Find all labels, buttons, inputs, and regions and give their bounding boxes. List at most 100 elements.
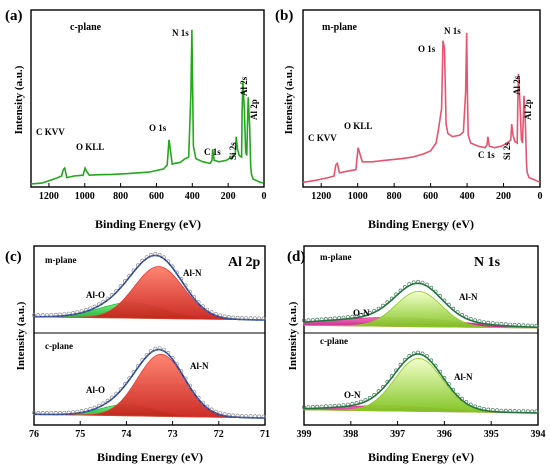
panel-c-top-data-point xyxy=(114,288,119,293)
panel-c-bottom-data-point xyxy=(244,414,249,419)
panel-c-bottom-data-point xyxy=(58,410,62,415)
panel-d-top-data-point xyxy=(446,302,451,307)
panel-b-frame xyxy=(302,9,541,188)
panel-d-bottom-data-point xyxy=(460,396,464,401)
panel-c-tick-label: 76 xyxy=(29,429,39,440)
panel-a-ylabel: Intensity (a.u.) xyxy=(13,65,25,134)
panel-d-bottom-data-point xyxy=(385,379,390,384)
panel-d-bottom-data-point xyxy=(508,408,513,413)
panel-d-bottom-data-point xyxy=(534,409,539,414)
panel-c-top-data-point xyxy=(40,313,45,318)
panel-d-bottom-aln-label: Al-N xyxy=(454,372,473,382)
panel-d-top-data-point xyxy=(302,318,306,323)
panel-c-top-data-point xyxy=(218,313,223,318)
panel-c-title: Al 2p xyxy=(228,255,261,270)
panel-c-top-data-point xyxy=(166,259,171,264)
panel-a-annotation-al2p: Al 2p xyxy=(249,99,259,120)
panel-b: (b) 1200 1000 800 600 400 200 0 m-plane Intens… xyxy=(275,8,543,231)
panel-c-top-data-point xyxy=(257,316,262,321)
panel-c-top-data-point xyxy=(53,312,58,317)
panel-a-spectrum xyxy=(30,29,265,185)
panel-d-bottom-data-point xyxy=(420,351,425,356)
panel-c-top-data-point xyxy=(226,315,231,319)
panel-c-bottom-data-point xyxy=(135,364,140,369)
panel-d-bottom-data-point xyxy=(332,403,337,408)
panel-d-bottom-data-point xyxy=(306,405,311,410)
panel-c-top-data-point xyxy=(153,252,158,256)
panel-a-x-ticks: 1200 1000 800 600 400 200 0 xyxy=(39,183,267,202)
panel-c-bottom-data-point xyxy=(123,382,127,386)
panel-b-annotation-c1s: C 1s xyxy=(478,150,495,160)
panel-b-annotation-okll: O KLL xyxy=(344,121,372,131)
panel-c-bottom-data-point xyxy=(148,349,153,354)
panel-d-top-data-point xyxy=(442,298,447,303)
panel-d-bottom-data-point xyxy=(354,401,359,405)
panel-d-top-data-point xyxy=(345,315,350,320)
panel-d-bottom-data-point xyxy=(363,398,368,402)
panel-c-bottom-data-point xyxy=(114,391,119,396)
panel-c-bottom-data-point xyxy=(45,410,49,415)
panel-b-label: (b) xyxy=(275,8,293,24)
panel-c-top-data-point xyxy=(174,270,179,275)
panel-d-top-data-point xyxy=(424,282,429,287)
panel-c-top-data-point xyxy=(71,311,75,315)
panel-c-top-data-point xyxy=(75,310,80,315)
panel-c-bottom-data-point xyxy=(209,407,214,412)
panel-c-bottom-data-point xyxy=(53,410,58,415)
panel-d-x-ticks: 399 398 397 396 395 394 xyxy=(297,421,546,440)
panel-c-bottom-data-point xyxy=(131,370,136,375)
panel-c-top-data-point xyxy=(205,307,210,312)
panel-d-top-data-point xyxy=(323,317,328,321)
panel-c-bottom-data-point xyxy=(144,353,149,358)
panel-b-tick-label: 1200 xyxy=(311,191,331,202)
panel-d-bottom-data-point xyxy=(345,402,350,407)
panel-c-bottom-data-point xyxy=(222,412,227,417)
panel-a-annotation-okll: O KLL xyxy=(76,142,104,152)
panel-d-top-data-point xyxy=(420,280,425,285)
panel-c-top-data-point xyxy=(192,295,197,300)
panel-c-bottom-data-point xyxy=(71,410,75,415)
panel-c-bottom-sample-label: c-plane xyxy=(45,341,73,351)
panel-c-top-data-point xyxy=(209,310,214,315)
panel-c-tick-label: 75 xyxy=(75,429,85,440)
panel-c-ylabel: Intensity (a.u.) xyxy=(15,301,27,370)
panel-d-top-data-point xyxy=(332,316,337,321)
panel-a-tick-label: 0 xyxy=(262,191,267,202)
panel-d-bottom-data-point xyxy=(499,408,504,413)
panel-b-sample-label: m-plane xyxy=(322,22,358,33)
panel-b-ylabel: Intensity (a.u.) xyxy=(283,65,295,134)
panel-d-bottom-data-point xyxy=(495,408,499,413)
panel-d-bottom-data-point xyxy=(517,409,521,414)
panel-d-title: N 1s xyxy=(474,255,501,270)
panel-d-bottom-data-point xyxy=(468,402,473,407)
panel-c-top-data-point xyxy=(84,307,88,312)
panel-d-top-data-point xyxy=(398,288,403,293)
panel-c-bottom-data-point xyxy=(235,413,240,418)
panel-d-top-data-point xyxy=(381,303,385,308)
panel-c-tick-label: 72 xyxy=(214,429,224,440)
panel-c-top-data-point xyxy=(127,273,132,278)
panel-c-bottom-data-point xyxy=(252,414,257,419)
panel-d-tick-label: 396 xyxy=(437,429,452,440)
panel-c-bottom-data-point xyxy=(200,400,205,405)
panel-c-label: (c) xyxy=(5,249,22,265)
panel-c-top-data-point xyxy=(36,313,41,318)
panel-d-bottom-on-label: O-N xyxy=(344,390,361,400)
panel-d-tick-label: 398 xyxy=(343,429,358,440)
panel-c-bottom-data-point xyxy=(88,406,93,411)
panel-d-bottom-data-point xyxy=(464,400,469,404)
panel-c-top-data-point xyxy=(148,252,153,257)
panel-d-top-data-point xyxy=(315,317,320,322)
panel-c-top-data-point xyxy=(97,302,101,307)
panel-d-top-data-point xyxy=(372,308,377,313)
panel-d-bottom-data-point xyxy=(341,403,346,408)
panel-c-bottom-data-point xyxy=(84,408,88,413)
panel-c-bottom-data-point xyxy=(140,358,145,363)
panel-d-top-data-point xyxy=(499,322,504,326)
panel-a-tick-label: 400 xyxy=(185,191,200,202)
panel-c-bottom-data-point xyxy=(32,410,36,415)
panel-d-bottom-data-point xyxy=(473,404,478,409)
panel-d-bottom-data-point xyxy=(486,407,491,412)
panel-d-top-data-point xyxy=(438,294,442,298)
panel-c-top-data-point xyxy=(135,263,140,268)
